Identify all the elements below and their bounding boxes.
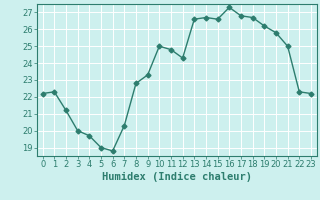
X-axis label: Humidex (Indice chaleur): Humidex (Indice chaleur): [102, 172, 252, 182]
